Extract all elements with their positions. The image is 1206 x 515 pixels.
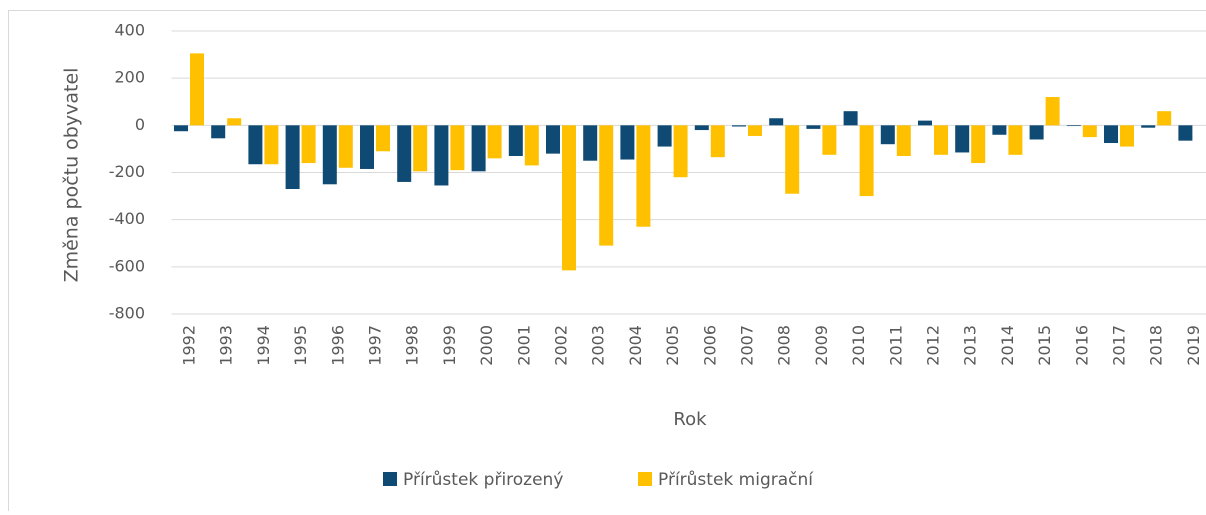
x-tick-label: 2003: [589, 325, 608, 366]
bar: [360, 125, 374, 169]
bar: [1030, 125, 1044, 139]
x-tick-label: 2011: [886, 325, 905, 366]
x-tick-label: 2000: [477, 325, 496, 366]
legend-label: Přírůstek migrační: [658, 470, 814, 490]
x-tick-label: 2006: [700, 325, 719, 366]
bar: [732, 125, 746, 126]
y-tick-label: -200: [109, 162, 145, 181]
bar: [1083, 125, 1097, 137]
bar: [302, 125, 316, 163]
bar: [190, 53, 204, 125]
bar: [658, 125, 672, 146]
bar: [211, 125, 225, 138]
x-tick-label: 2016: [1072, 325, 1091, 366]
x-tick-label: 2002: [552, 325, 571, 366]
legend-swatch: [383, 472, 397, 486]
bar: [620, 125, 634, 159]
bar: [1157, 111, 1171, 125]
bar: [286, 125, 300, 189]
x-tick-label: 1993: [217, 325, 236, 366]
bar: [1008, 125, 1022, 154]
bar: [509, 125, 523, 156]
x-tick-label: 2010: [849, 325, 868, 366]
bar: [992, 125, 1006, 134]
x-axis-title: Rok: [673, 409, 707, 430]
bar: [264, 125, 278, 164]
x-tick-label: 2008: [775, 325, 794, 366]
bar: [248, 125, 262, 164]
x-tick-label: 2004: [626, 325, 645, 366]
bar: [806, 125, 820, 129]
bar: [1141, 125, 1155, 127]
bar: [934, 125, 948, 154]
x-tick-label: 2007: [738, 325, 757, 366]
bar: [174, 125, 188, 131]
legend-swatch: [638, 472, 652, 486]
y-tick-label: -600: [109, 256, 145, 275]
x-tick-label: 1997: [366, 325, 385, 366]
y-tick-label: 0: [135, 115, 145, 134]
x-tick-label: 2009: [812, 325, 831, 366]
bar: [434, 125, 448, 185]
bar: [525, 125, 539, 165]
x-tick-label: 1996: [328, 325, 347, 366]
bar: [323, 125, 337, 184]
bar: [695, 125, 709, 130]
bar: [1067, 125, 1081, 126]
bar: [488, 125, 502, 158]
bar: [918, 121, 932, 126]
bar: [674, 125, 688, 177]
bar: [822, 125, 836, 154]
x-tick-label: 2015: [1035, 325, 1054, 366]
bar: [844, 111, 858, 125]
x-tick-label: 2012: [924, 325, 943, 366]
bar: [599, 125, 613, 245]
bar: [413, 125, 427, 171]
x-tick-label: 1998: [403, 325, 422, 366]
bar: [881, 125, 895, 144]
x-tick-label: 1992: [180, 325, 199, 366]
x-tick-label: 2014: [998, 325, 1017, 366]
y-axis-title: Změna počtu obyvatel: [61, 68, 83, 283]
legend-label: Přírůstek přirozený: [403, 470, 563, 490]
x-tick-label: 2019: [1184, 325, 1203, 366]
bar: [450, 125, 464, 170]
bar: [711, 125, 725, 157]
bar: [860, 125, 874, 196]
y-tick-label: -400: [109, 209, 145, 228]
bar: [769, 118, 783, 125]
bar: [546, 125, 560, 153]
bar: [562, 125, 576, 270]
bar: [472, 125, 486, 171]
bar: [376, 125, 390, 151]
bar: [785, 125, 799, 193]
bar: [583, 125, 597, 160]
bar: [748, 125, 762, 136]
x-tick-label: 1995: [291, 325, 310, 366]
y-tick-label: 200: [114, 68, 145, 87]
x-tick-label: 2013: [961, 325, 980, 366]
x-tick-label: 2001: [514, 325, 533, 366]
bar: [339, 125, 353, 167]
bar: [955, 125, 969, 152]
x-tick-label: 2005: [663, 325, 682, 366]
bar: [397, 125, 411, 182]
bar: [1178, 125, 1192, 140]
bar: [971, 125, 985, 163]
bar: [636, 125, 650, 226]
y-tick-label: 400: [114, 21, 145, 40]
x-tick-label: 1994: [254, 325, 273, 366]
chart-frame: [9, 11, 1206, 512]
bar: [1046, 97, 1060, 125]
x-tick-label: 2018: [1147, 325, 1166, 366]
bar: [1104, 125, 1118, 143]
bar: [1120, 125, 1134, 146]
y-tick-label: -800: [109, 304, 145, 323]
x-tick-label: 2017: [1110, 325, 1129, 366]
x-tick-label: 1999: [440, 325, 459, 366]
bar: [227, 118, 241, 125]
bar: [897, 125, 911, 156]
